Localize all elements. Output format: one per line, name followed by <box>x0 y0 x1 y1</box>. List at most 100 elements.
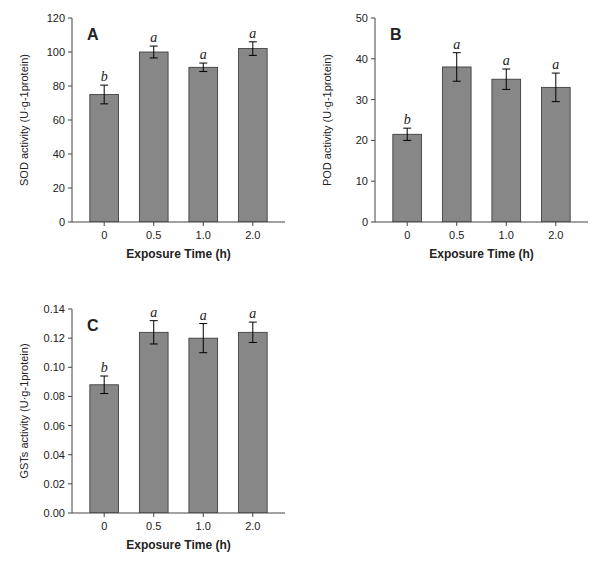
y-axis-label: POD activity (U·g-1protein) <box>321 54 333 186</box>
y-axis-label: GSTs activity (U·g-1protein) <box>18 343 30 478</box>
error-bar <box>199 63 207 72</box>
y-tick <box>68 396 72 397</box>
y-tick-label: 40 <box>356 53 368 65</box>
bar <box>541 87 570 222</box>
x-tick-label: 0.5 <box>146 520 161 532</box>
bar <box>393 134 422 222</box>
significance-letter: a <box>200 47 207 62</box>
panel-label: A <box>87 26 99 43</box>
x-tick-label: 2.0 <box>245 229 260 241</box>
y-tick-label: 20 <box>53 182 65 194</box>
x-axis-label: Exposure Time (h) <box>429 247 533 261</box>
y-tick-label: 0.08 <box>44 390 65 402</box>
x-axis-label: Exposure Time (h) <box>126 538 230 552</box>
y-axis-line <box>375 18 376 222</box>
bars <box>90 42 267 222</box>
x-tick <box>506 222 507 226</box>
y-tick-label: 60 <box>53 114 65 126</box>
x-tick-label: 1.0 <box>196 520 211 532</box>
x-tick <box>203 513 204 517</box>
bar <box>492 79 521 222</box>
y-tick <box>68 120 72 121</box>
error-stem <box>506 69 507 89</box>
y-tick-label: 0.06 <box>44 420 65 432</box>
x-tick-label: 2.0 <box>548 229 563 241</box>
error-bar <box>249 322 257 342</box>
error-cap <box>150 46 158 47</box>
error-cap <box>249 55 257 56</box>
error-cap <box>199 352 207 353</box>
bar <box>189 338 218 513</box>
error-bar <box>100 85 108 104</box>
error-stem <box>153 46 154 58</box>
y-tick <box>68 425 72 426</box>
x-tick-label: 0 <box>404 229 410 241</box>
bar <box>189 67 218 222</box>
x-tick-label: 0.5 <box>146 229 161 241</box>
error-stem <box>555 73 556 102</box>
y-tick-label: 0.04 <box>44 449 65 461</box>
y-tick-label: 120 <box>47 12 65 24</box>
bar <box>238 49 267 222</box>
y-tick <box>68 367 72 368</box>
error-cap <box>100 85 108 86</box>
y-tick-label: 0.12 <box>44 332 65 344</box>
error-cap <box>199 323 207 324</box>
x-tick <box>252 513 253 517</box>
error-bar <box>100 376 108 393</box>
error-cap <box>100 376 108 377</box>
error-cap <box>453 81 461 82</box>
x-tick <box>153 222 154 226</box>
error-cap <box>552 101 560 102</box>
significance-letter: a <box>249 306 256 321</box>
x-tick <box>153 513 154 517</box>
y-tick <box>68 483 72 484</box>
error-stem <box>407 128 408 140</box>
error-cap <box>502 69 510 70</box>
significance-letter: a <box>200 308 207 323</box>
error-stem <box>456 53 457 82</box>
y-tick-label: 0.00 <box>44 507 65 519</box>
significance-letter: b <box>101 69 108 84</box>
error-bar <box>403 128 411 140</box>
x-tick-label: 0.5 <box>449 229 464 241</box>
panel-label: C <box>87 317 99 334</box>
error-cap <box>150 57 158 58</box>
error-bar <box>199 324 207 353</box>
error-stem <box>153 321 154 344</box>
x-tick <box>104 222 105 226</box>
y-tick <box>68 86 72 87</box>
significance-letter: a <box>552 57 559 72</box>
y-tick <box>68 222 72 223</box>
y-tick-label: 100 <box>47 46 65 58</box>
y-tick <box>371 222 375 223</box>
y-axis-line <box>72 309 73 513</box>
error-stem <box>252 322 253 342</box>
x-tick-label: 0 <box>101 520 107 532</box>
panel-label: B <box>390 26 402 43</box>
x-tick <box>407 222 408 226</box>
bar <box>90 95 119 223</box>
y-tick-label: 80 <box>53 80 65 92</box>
x-tick <box>104 513 105 517</box>
error-bar <box>502 69 510 89</box>
y-axis-label: SOD activity (U·g-1protein) <box>18 54 30 186</box>
bar <box>238 332 267 513</box>
error-cap <box>403 128 411 129</box>
x-tick-label: 2.0 <box>245 520 260 532</box>
y-tick-label: 20 <box>356 134 368 146</box>
x-tick <box>252 222 253 226</box>
bar <box>90 385 119 513</box>
bar <box>139 52 168 222</box>
panel: baaa0102030405000.51.02.0Exposure Time (… <box>321 12 588 261</box>
error-stem <box>203 324 204 353</box>
error-bar <box>453 53 461 82</box>
error-bar <box>552 73 560 102</box>
y-tick <box>68 154 72 155</box>
y-tick <box>68 454 72 455</box>
y-tick-label: 0 <box>59 216 65 228</box>
y-tick-label: 0 <box>362 216 368 228</box>
error-cap <box>502 89 510 90</box>
error-bar <box>150 321 158 344</box>
x-tick <box>555 222 556 226</box>
